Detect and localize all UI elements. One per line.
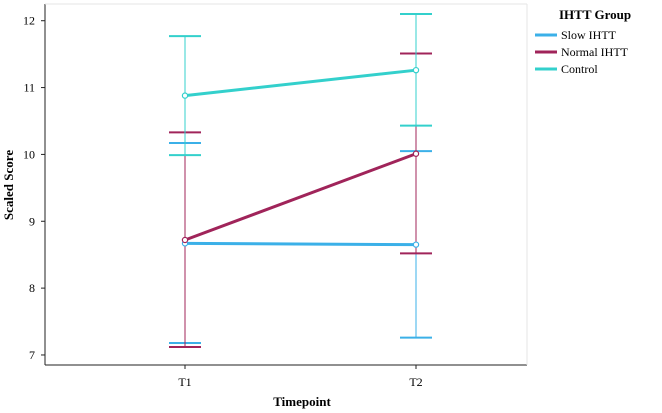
- legend-label: Normal IHTT: [561, 45, 629, 59]
- series-lines: [183, 68, 418, 247]
- y-tick-label: 7: [29, 348, 35, 362]
- x-axis-title: Timepoint: [273, 394, 331, 409]
- y-tick-label: 8: [29, 281, 35, 295]
- legend-label: Control: [561, 62, 598, 76]
- legend: IHTT Group Slow IHTT Normal IHTT Control: [535, 7, 631, 76]
- data-point: [412, 66, 420, 74]
- y-tick-label: 12: [23, 14, 35, 28]
- y-ticks: 7 8 9 10 11 12: [23, 14, 45, 362]
- x-ticks: T1 T2: [178, 365, 423, 389]
- y-tick-label: 11: [23, 81, 35, 95]
- y-tick-label: 9: [29, 214, 35, 228]
- data-point: [181, 92, 189, 99]
- data-point: [412, 150, 420, 157]
- data-point: [181, 236, 189, 244]
- error-bars: [169, 13, 432, 348]
- legend-title: IHTT Group: [559, 7, 631, 22]
- series-line: [183, 152, 418, 242]
- data-points: [181, 66, 420, 248]
- x-tick-label: T1: [178, 375, 191, 389]
- y-tick-label: 10: [23, 147, 35, 161]
- data-point: [412, 241, 420, 248]
- y-axis-title: Scaled Score: [1, 150, 16, 220]
- axes: [44, 3, 528, 366]
- x-tick-label: T2: [409, 375, 422, 389]
- legend-label: Slow IHTT: [561, 28, 617, 42]
- series-line: [183, 241, 418, 247]
- series-line: [183, 68, 418, 98]
